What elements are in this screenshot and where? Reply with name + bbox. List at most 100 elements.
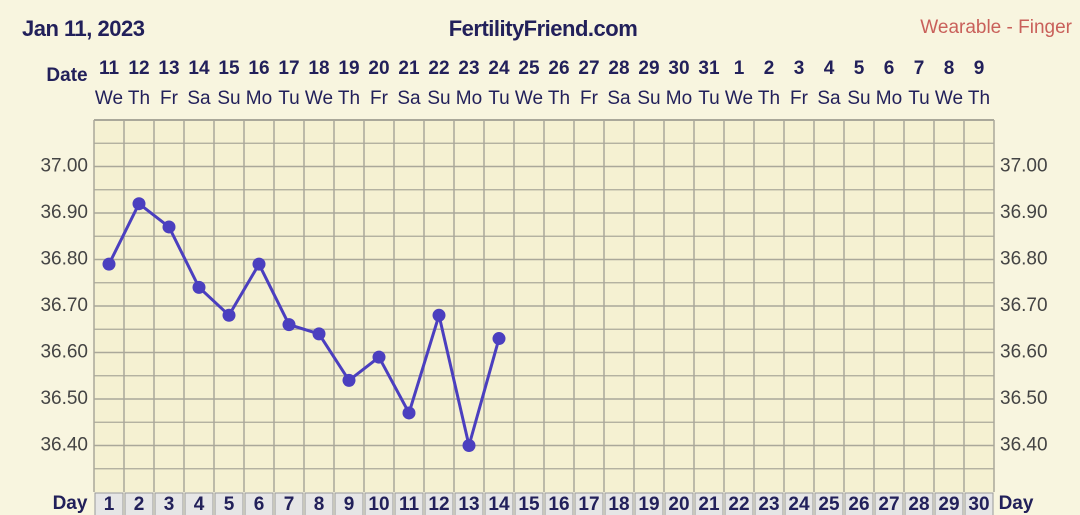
date-label: 9 [974, 58, 985, 79]
weekday-label: Fr [370, 88, 389, 109]
date-label: 15 [218, 58, 240, 79]
x-tick-label: 14 [488, 494, 510, 515]
y-tick-label-right: 36.80 [1000, 249, 1048, 270]
x-tick-label: 28 [908, 494, 929, 515]
y-tick-label-right: 36.60 [1000, 342, 1048, 363]
weekday-label: Th [758, 88, 780, 109]
x-tick-label: 8 [314, 494, 325, 515]
day-cell [184, 492, 214, 515]
date-label: 31 [698, 58, 720, 79]
x-tick-label: 10 [368, 494, 389, 515]
date-label: 7 [914, 58, 925, 79]
day-cell [904, 492, 934, 515]
date-label: 16 [248, 58, 269, 79]
temperature-point [372, 350, 386, 364]
day-cell [274, 492, 304, 515]
weekday-label: We [515, 88, 543, 109]
temperature-point [162, 220, 176, 234]
temperature-point [192, 280, 206, 294]
x-tick-label: 7 [284, 494, 295, 515]
date-label: 13 [158, 58, 179, 79]
x-tick-label: 20 [668, 494, 689, 515]
day-cell [784, 492, 814, 515]
date-label: 24 [488, 58, 510, 79]
date-label: 30 [668, 58, 689, 79]
date-label: 29 [638, 58, 659, 79]
date-label: 22 [428, 58, 449, 79]
y-tick-label: 36.70 [40, 295, 88, 316]
weekday-label: We [725, 88, 753, 109]
weekday-label: Tu [278, 88, 299, 109]
day-cell [94, 492, 124, 515]
date-label: 23 [458, 58, 479, 79]
temperature-point [312, 327, 326, 341]
temperature-point [432, 308, 446, 322]
chart-title: FertilityFriend.com [449, 16, 638, 41]
temperature-point [492, 332, 506, 346]
x-tick-label: 30 [968, 494, 989, 515]
x-tick-label: 13 [458, 494, 479, 515]
day-cell [484, 492, 514, 515]
day-cell [394, 492, 424, 515]
temperature-point [132, 197, 146, 211]
y-tick-label: 36.90 [40, 202, 88, 223]
weekday-label: Tu [488, 88, 509, 109]
day-cell [604, 492, 634, 515]
x-tick-label: 1 [104, 494, 115, 515]
x-tick-label: 25 [818, 494, 840, 515]
day-cell [244, 492, 274, 515]
x-tick-label: 4 [194, 494, 205, 515]
date-label: 19 [338, 58, 359, 79]
y-tick-label-right: 36.40 [1000, 435, 1048, 456]
x-tick-label: 21 [698, 494, 720, 515]
date-label: 27 [578, 58, 599, 79]
x-tick-label: 18 [608, 494, 629, 515]
day-cell [214, 492, 244, 515]
day-cell [964, 492, 994, 515]
day-cell [574, 492, 604, 515]
x-tick-label: 9 [344, 494, 355, 515]
x-tick-label: 6 [254, 494, 265, 515]
weekday-label: Tu [908, 88, 929, 109]
day-cell [694, 492, 724, 515]
date-label: 8 [944, 58, 955, 79]
weekday-label: Fr [160, 88, 179, 109]
x-tick-label: 11 [399, 494, 420, 515]
date-label: 26 [548, 58, 569, 79]
temperature-line [107, 201, 501, 446]
date-label: 20 [368, 58, 389, 79]
day-cell [844, 492, 874, 515]
date-label: 21 [398, 58, 420, 79]
weekday-label: Mo [666, 88, 692, 109]
x-tick-label: 2 [134, 494, 145, 515]
x-tick-label: 26 [848, 494, 869, 515]
date-label: 1 [734, 58, 745, 79]
date-label: 4 [824, 58, 835, 79]
weekday-label: Mo [246, 88, 272, 109]
x-tick-label: 29 [938, 494, 959, 515]
day-cell [364, 492, 394, 515]
weekday-label: Mo [876, 88, 902, 109]
day-row-label: Day [999, 493, 1034, 514]
date-label: 14 [188, 58, 210, 79]
x-tick-label: 3 [164, 494, 175, 515]
temperature-point [342, 373, 356, 387]
date-row-label: Date [46, 65, 87, 86]
y-tick-label-right: 37.00 [1000, 156, 1048, 177]
chart-date: Jan 11, 2023 [22, 16, 145, 41]
weekday-label: Tu [698, 88, 719, 109]
day-cell [454, 492, 484, 515]
x-tick-label: 24 [788, 494, 810, 515]
weekday-label: Sa [817, 88, 841, 109]
x-tick-label: 27 [878, 494, 899, 515]
y-tick-label-right: 36.50 [1000, 388, 1048, 409]
weekday-label: Mo [456, 88, 482, 109]
weekday-label: We [95, 88, 123, 109]
weekday-label: Th [548, 88, 570, 109]
date-label: 28 [608, 58, 629, 79]
day-cell [814, 492, 844, 515]
date-label: 11 [99, 58, 120, 79]
day-cell [544, 492, 574, 515]
y-tick-label: 37.00 [40, 156, 88, 177]
